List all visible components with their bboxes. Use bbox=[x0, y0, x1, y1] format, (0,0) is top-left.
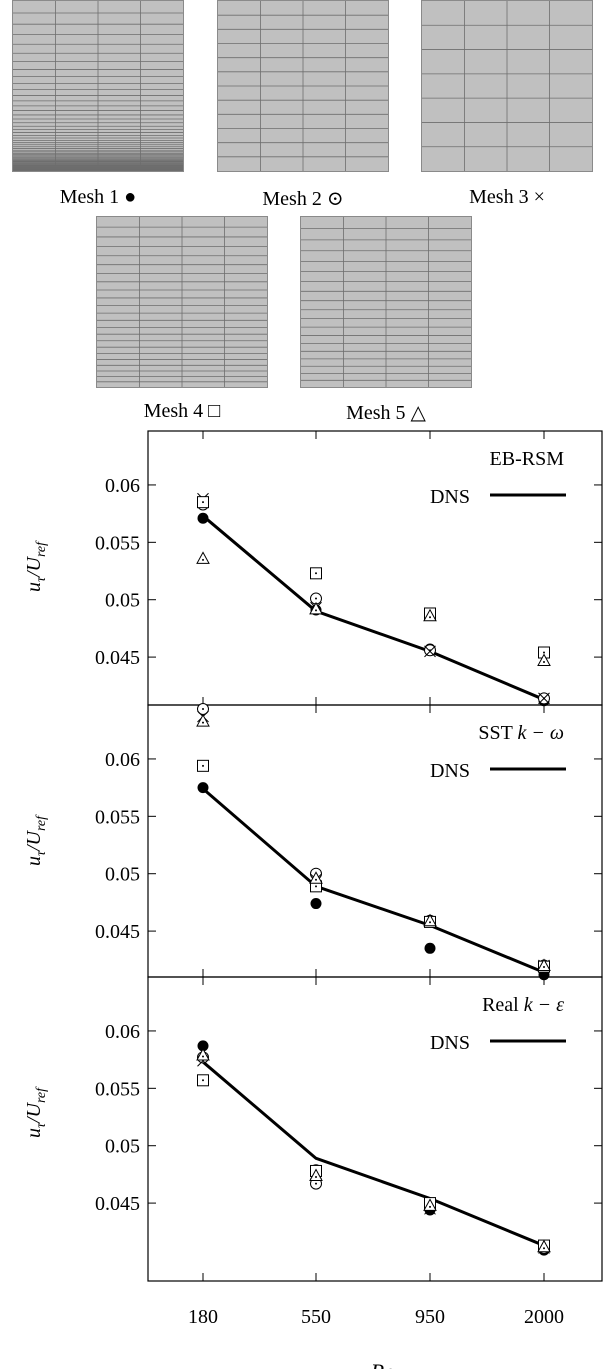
marker-cross bbox=[538, 692, 550, 705]
y-axis-label: uτ/Uref bbox=[23, 540, 49, 592]
model-label: SST k − ω bbox=[478, 722, 564, 744]
marker-filled-circle bbox=[197, 512, 209, 524]
legend-label: DNS bbox=[430, 1032, 470, 1054]
marker-cross bbox=[424, 645, 436, 658]
marker-triangle bbox=[537, 958, 551, 972]
marker-triangle bbox=[309, 601, 323, 615]
y-tick-label: 0.06 bbox=[105, 1021, 140, 1043]
marker-square-dot bbox=[543, 651, 545, 654]
y-tick-label: 0.055 bbox=[95, 1078, 140, 1100]
plot-frame bbox=[147, 430, 603, 706]
legend-label: DNS bbox=[430, 760, 470, 782]
marker-triangle-dot bbox=[202, 558, 204, 561]
y-tick-label: 0.05 bbox=[105, 590, 140, 612]
dns-line bbox=[202, 1060, 545, 1247]
x-tick-label: 550 bbox=[301, 1306, 331, 1328]
y-tick-label: 0.06 bbox=[105, 475, 140, 497]
marker-triangle bbox=[537, 653, 551, 667]
marker-filled-circle bbox=[310, 898, 322, 910]
y-tick-label: 0.055 bbox=[95, 806, 140, 828]
dns-line bbox=[202, 787, 545, 974]
mesh-grid bbox=[97, 217, 267, 387]
mesh-3-thumbnail bbox=[421, 0, 593, 172]
marker-filled-circle bbox=[424, 942, 436, 954]
marker-triangle-dot bbox=[543, 1247, 545, 1250]
x-tick-label: 950 bbox=[415, 1306, 445, 1328]
y-tick-label: 0.06 bbox=[105, 749, 140, 771]
y-axis-label: uτ/Uref bbox=[23, 1086, 49, 1138]
marker-square-dot bbox=[315, 572, 317, 575]
mesh-grid bbox=[13, 1, 183, 172]
marker-triangle bbox=[423, 608, 437, 622]
mesh-1-caption: Mesh 1 ● bbox=[59, 186, 137, 208]
marker-filled-circle bbox=[197, 782, 209, 794]
x-tick-label: 2000 bbox=[524, 1306, 564, 1328]
y-tick-label: 0.045 bbox=[95, 647, 140, 669]
legend-label: DNS bbox=[430, 486, 470, 508]
mesh-5-thumbnail bbox=[300, 216, 472, 388]
x-axis-label: Reτ bbox=[370, 1359, 400, 1369]
marker-triangle-dot bbox=[543, 661, 545, 664]
mesh-3-caption: Mesh 3 × bbox=[469, 186, 545, 208]
marker-square-dot bbox=[202, 1079, 204, 1082]
marker-triangle bbox=[423, 913, 437, 927]
dns-line bbox=[202, 514, 545, 701]
y-tick-label: 0.045 bbox=[95, 921, 140, 943]
marker-triangle-dot bbox=[315, 609, 317, 612]
mesh-grid bbox=[218, 1, 388, 171]
marker-triangle bbox=[423, 1198, 437, 1211]
mesh-5-caption: Mesh 5 △ bbox=[346, 402, 426, 424]
marker-triangle-dot bbox=[429, 1205, 431, 1208]
mesh-4-caption: Mesh 4 □ bbox=[143, 400, 221, 422]
mesh-1-thumbnail bbox=[12, 0, 184, 172]
model-label: EB-RSM bbox=[490, 448, 565, 470]
marker-dotted-circle-dot bbox=[315, 1182, 317, 1185]
marker-triangle-dot bbox=[429, 921, 431, 924]
mesh-2-thumbnail bbox=[217, 0, 389, 172]
mesh-grid bbox=[301, 217, 471, 387]
marker-triangle-dot bbox=[429, 616, 431, 619]
marker-triangle bbox=[309, 1168, 323, 1182]
y-tick-label: 0.05 bbox=[105, 1136, 140, 1158]
marker-dotted-circle-dot bbox=[202, 708, 204, 710]
y-tick-label: 0.045 bbox=[95, 1193, 140, 1215]
marker-triangle bbox=[196, 714, 210, 727]
plot-frame bbox=[147, 976, 603, 1282]
marker-triangle bbox=[537, 1239, 551, 1253]
marker-triangle-dot bbox=[202, 721, 204, 724]
mesh-4-thumbnail bbox=[96, 216, 268, 388]
marker-square-dot bbox=[202, 764, 204, 767]
marker-triangle-dot bbox=[202, 1055, 204, 1058]
marker-triangle-dot bbox=[315, 878, 317, 881]
marker-triangle bbox=[196, 551, 210, 564]
mesh-2-caption: Mesh 2 ⊙ bbox=[262, 188, 344, 210]
plot-frame bbox=[147, 704, 603, 978]
marker-triangle-dot bbox=[543, 966, 545, 969]
marker-triangle bbox=[196, 1047, 210, 1061]
marker-dotted-circle-dot bbox=[315, 597, 317, 600]
mesh-grid bbox=[422, 1, 592, 171]
y-tick-label: 0.05 bbox=[105, 864, 140, 886]
y-axis-label: uτ/Uref bbox=[23, 814, 49, 866]
marker-square-dot bbox=[315, 885, 317, 888]
x-tick-label: 180 bbox=[188, 1306, 218, 1328]
y-tick-label: 0.055 bbox=[95, 532, 140, 554]
marker-filled-circle bbox=[197, 1040, 209, 1052]
marker-triangle bbox=[309, 871, 323, 884]
model-label: Real k − ε bbox=[482, 994, 564, 1016]
marker-square-dot bbox=[202, 501, 204, 504]
marker-triangle-dot bbox=[315, 1176, 317, 1179]
